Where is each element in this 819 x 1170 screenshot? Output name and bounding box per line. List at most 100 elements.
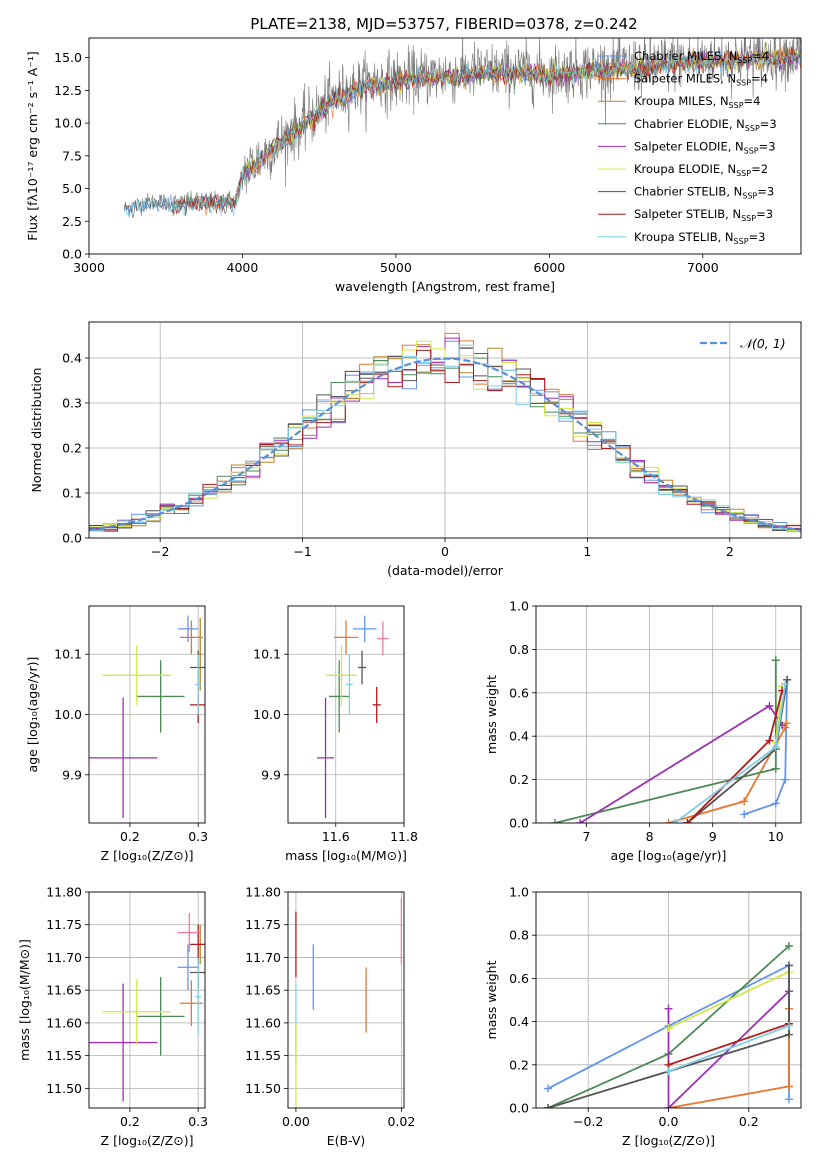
legend-entry: Chabrier MILES, NSSP=4 <box>634 49 769 65</box>
weight-marker <box>664 1024 673 1033</box>
plot-histogram: −2 −1 0 1 2 0.0 0.1 0.2 0.3 0.4 (data-model)/error… <box>29 321 802 578</box>
y-tick-label: 7.5 <box>62 148 82 163</box>
weight-marker <box>781 680 790 689</box>
x-tick-label: 0.3 <box>188 1114 208 1129</box>
y-tick-label: 11.80 <box>46 885 82 900</box>
weight-marker <box>771 799 780 808</box>
errorbar-point <box>89 697 158 819</box>
weight-series <box>668 1025 790 1073</box>
weight-marker <box>765 701 774 710</box>
legend-entry: Kroupa STELIB, NSSP=3 <box>634 230 765 246</box>
y-axis-label: mass weight <box>484 675 499 754</box>
weight-marker <box>664 1067 673 1076</box>
legend-sub: SSP <box>745 124 760 133</box>
legend-suffix: =4 <box>752 49 769 63</box>
x-tick-label: 11.6 <box>322 829 350 844</box>
x-tick-label: 0.00 <box>282 1114 310 1129</box>
weight-marker <box>740 797 749 806</box>
errorbar-point <box>136 977 185 1056</box>
axes-frame <box>88 37 802 255</box>
y-axis-label: mass weight <box>484 960 499 1039</box>
y-tick-label: 10.0 <box>54 116 82 131</box>
axes-frame <box>535 891 802 1109</box>
y-tick-label: 0.8 <box>509 928 529 943</box>
y-tick-label: 10.0 <box>54 707 82 722</box>
errorbar-point <box>377 621 389 656</box>
legend-suffix: =3 <box>749 230 766 244</box>
legend-entry: 𝒩(0, 1) <box>740 336 786 351</box>
y-tick-label: 11.70 <box>46 950 82 965</box>
y-tick-label: 11.75 <box>46 917 82 932</box>
errorbar-point <box>346 654 353 715</box>
x-tick-label: 4000 <box>227 260 259 275</box>
plot-area <box>536 892 801 1108</box>
weight-marker <box>784 1082 793 1091</box>
histogram-step <box>89 349 801 532</box>
y-tick-label: 11.55 <box>46 1048 82 1063</box>
weight-marker <box>740 810 749 819</box>
x-tick-label: 6000 <box>533 260 565 275</box>
weight-marker <box>784 1095 793 1104</box>
legend-sub: SSP <box>741 214 756 223</box>
legend-entry: Salpeter MILES, NSSP=4 <box>634 72 768 88</box>
weight-marker <box>771 743 780 752</box>
y-tick-label: 0.0 <box>509 1101 529 1116</box>
legend-sub: SSP <box>737 56 752 65</box>
axes-frame <box>88 605 206 824</box>
x-axis-label: Z [log₁₀(Z/Z⊙)] <box>101 848 194 863</box>
errorbar-point <box>102 979 171 1045</box>
legend-entry: Salpeter ELODIE, NSSP=3 <box>634 139 776 155</box>
histogram-step <box>89 344 801 532</box>
errorbar-point <box>317 697 335 819</box>
x-tick-label: 7000 <box>687 260 719 275</box>
weight-series <box>668 971 790 1029</box>
plot-area <box>123 38 801 219</box>
y-tick-label: 0.1 <box>62 486 82 501</box>
weight-marker <box>765 736 774 745</box>
x-axis-label: Z [log₁₀(Z/Z⊙)] <box>101 1133 194 1148</box>
plot-age_vs_mass: 11.6 11.8 9.9 10.0 10.1 mass [log₁₀(M/M⊙)] <box>253 605 418 863</box>
errorbar-point <box>334 620 358 655</box>
legend-suffix: =3 <box>759 139 776 153</box>
figure-title: PLATE=2138, MJD=53757, FIBERID=0378, z=0… <box>250 15 637 33</box>
y-tick-label: 1.0 <box>509 599 529 614</box>
axes-frame <box>88 891 206 1109</box>
legend-sub: SSP <box>734 237 749 246</box>
weight-marker <box>782 719 791 728</box>
x-tick-label: 0.2 <box>120 1114 140 1129</box>
y-tick-label: 0.8 <box>509 642 529 657</box>
legend-sub: SSP <box>744 146 759 155</box>
x-axis-label: age [log₁₀(age/yr)] <box>611 848 727 863</box>
weight-marker <box>784 942 793 950</box>
x-tick-label: 0.3 <box>188 829 208 844</box>
weight-marker <box>771 764 780 773</box>
weight-marker <box>664 819 673 823</box>
weight-marker <box>670 819 679 823</box>
y-tick-label: 11.50 <box>46 1081 82 1096</box>
y-tick-label: 10.0 <box>253 707 281 722</box>
x-tick-label: 7 <box>582 829 590 844</box>
y-tick-label: 11.70 <box>245 950 281 965</box>
legend-entry: Chabrier ELODIE, NSSP=3 <box>634 117 777 133</box>
y-tick-label: 0.3 <box>62 396 82 411</box>
x-tick-label: 1 <box>583 544 591 559</box>
plot-age_vs_Z: 0.2 0.3 9.9 10.0 10.1 Z [log₁₀(Z/Z⊙)] age [log… <box>25 605 208 863</box>
axes-frame <box>88 321 802 539</box>
errorbar-point <box>177 615 199 643</box>
y-tick-label: 0.0 <box>62 531 82 546</box>
plot-area <box>288 892 404 1108</box>
y-axis-label: mass [log₁₀(M/M⊙)] <box>17 939 32 1061</box>
legend-sub: SSP <box>742 192 757 201</box>
y-tick-label: 11.75 <box>245 917 281 932</box>
legend-suffix: =3 <box>757 185 774 199</box>
errorbar-point <box>195 654 201 715</box>
errorbar-point <box>352 615 377 643</box>
weight-series <box>667 990 790 1108</box>
x-axis-label: Z [log₁₀(Z/Z⊙)] <box>622 1133 715 1148</box>
axes-frame <box>287 891 405 1109</box>
legend-entry: Kroupa MILES, NSSP=4 <box>634 94 760 110</box>
x-tick-label: 8 <box>646 829 654 844</box>
weight-marker <box>784 1021 793 1030</box>
weight-marker <box>781 775 790 784</box>
